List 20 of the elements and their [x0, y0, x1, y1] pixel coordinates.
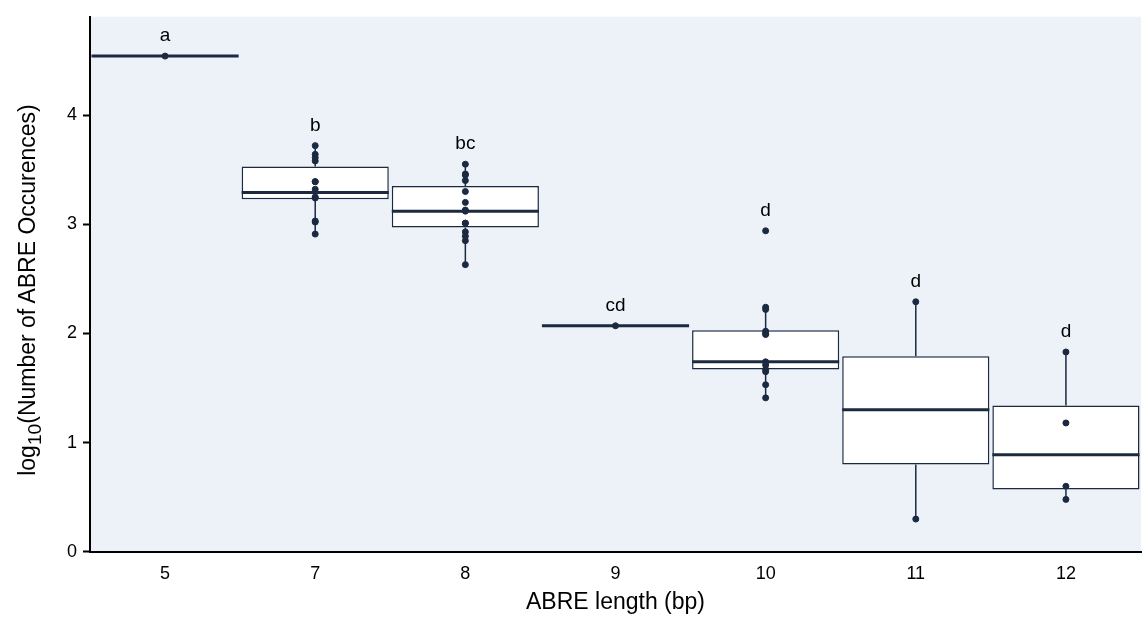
x-tick-label: 8 [460, 562, 471, 583]
x-tick-label: 9 [610, 562, 621, 583]
annotation: cd [605, 294, 626, 316]
x-tick-label: 10 [755, 562, 776, 583]
y-tick-label: 3 [66, 213, 77, 234]
x-tick-label: 12 [1055, 562, 1076, 583]
x-tick-label: 7 [310, 562, 321, 583]
annotation: bc [455, 132, 476, 154]
annotation: d [760, 199, 771, 221]
annotation: a [159, 24, 171, 46]
x-tick-label: 5 [160, 562, 171, 583]
y-tick-label: 2 [66, 322, 77, 343]
y-tick-label: 4 [66, 104, 77, 125]
annotation: d [910, 270, 922, 291]
annotation: b [309, 113, 321, 135]
y-tick-label: 0 [66, 540, 77, 561]
x-tick-label: 11 [906, 562, 926, 583]
y-tick-label: 1 [66, 431, 77, 452]
x-axis-title: ABRE length (bp) [526, 587, 705, 614]
annotation: d [1060, 320, 1072, 342]
